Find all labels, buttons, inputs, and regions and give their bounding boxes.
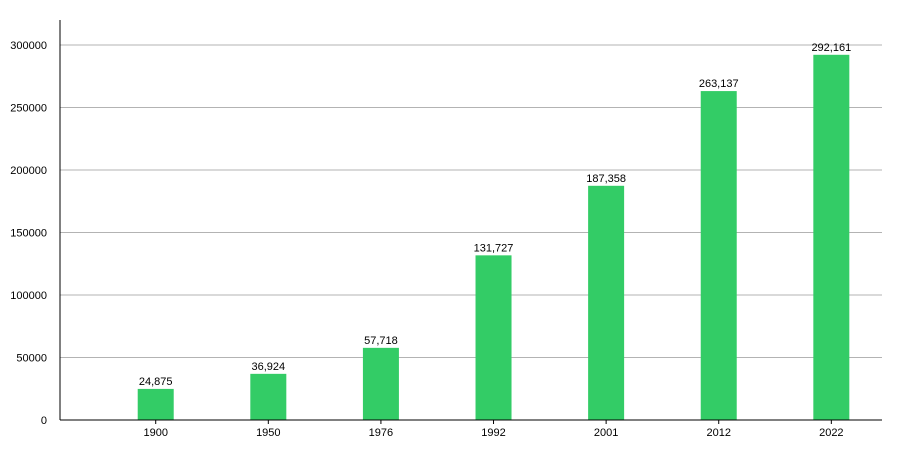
y-axis-ticks: 0 50000 100000 150000 200000 250000 300000 <box>10 40 47 427</box>
data-labels: 24,875 36,924 57,718 131,727 187,358 263,137 2… <box>139 42 851 388</box>
data-label: 57,718 <box>364 335 398 347</box>
data-label: 36,924 <box>251 361 285 373</box>
y-tick-label: 200000 <box>10 165 47 177</box>
x-tick-label: 2012 <box>706 427 730 439</box>
gridlines <box>60 44 882 358</box>
x-tick-label: 2001 <box>594 427 618 439</box>
x-axis-ticks: 1900 1950 1976 1992 2001 2012 2022 <box>143 420 844 439</box>
y-tick-label: 150000 <box>10 228 47 240</box>
x-tick-label: 1900 <box>143 427 167 439</box>
y-tick-label: 50000 <box>16 353 47 365</box>
bar <box>362 347 399 420</box>
data-label: 292,161 <box>811 42 851 54</box>
bar <box>700 91 737 421</box>
bar <box>137 388 174 420</box>
bar <box>813 54 850 421</box>
data-label: 131,727 <box>474 242 514 254</box>
data-label: 24,875 <box>139 376 173 388</box>
bar <box>588 185 625 420</box>
bar <box>250 373 287 420</box>
y-tick-label: 0 <box>41 415 47 427</box>
bars <box>137 54 850 421</box>
y-tick-label: 100000 <box>10 290 47 302</box>
x-tick-label: 1992 <box>481 427 505 439</box>
bar <box>475 255 512 420</box>
x-tick-label: 1950 <box>256 427 280 439</box>
data-label: 187,358 <box>586 173 626 185</box>
y-tick-label: 300000 <box>10 40 47 52</box>
x-tick-label: 1976 <box>369 427 393 439</box>
y-tick-label: 250000 <box>10 103 47 115</box>
data-label: 263,137 <box>699 78 739 90</box>
axes <box>59 20 882 421</box>
x-tick-label: 2022 <box>819 427 843 439</box>
